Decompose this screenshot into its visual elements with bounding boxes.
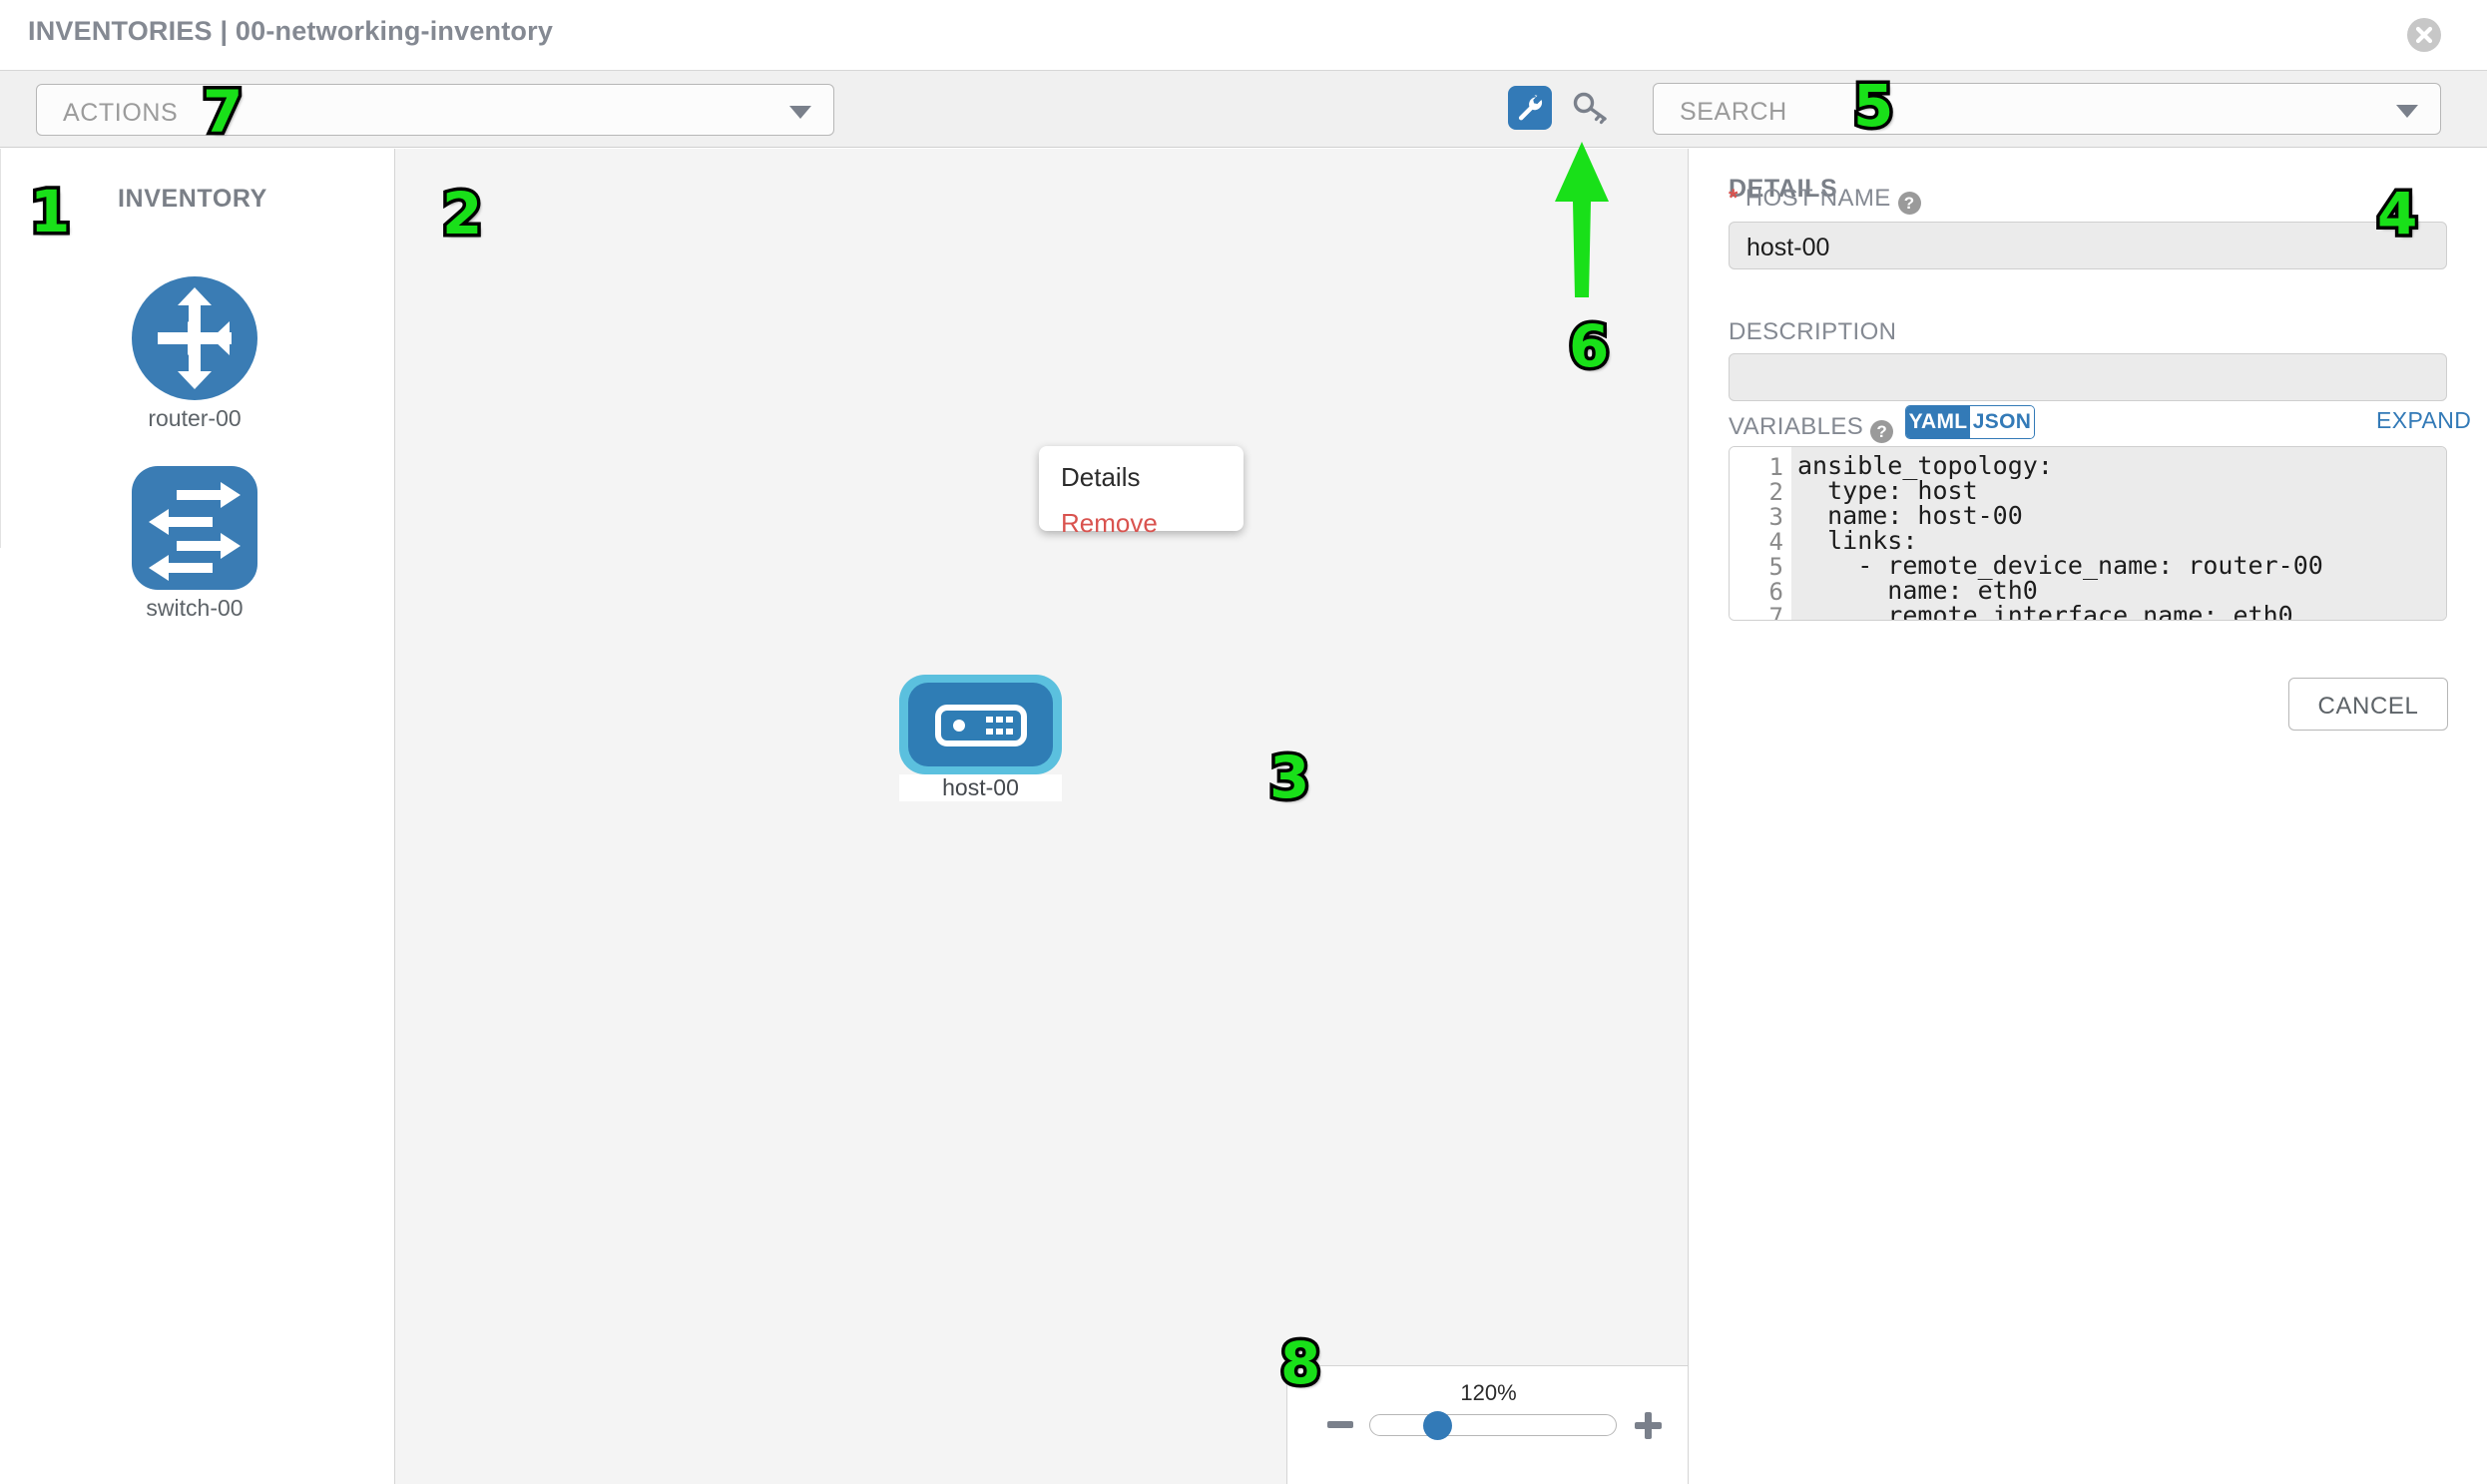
zoom-control[interactable]: 120% [1286, 1365, 1688, 1484]
search-input[interactable]: SEARCH [1653, 83, 2441, 135]
title-bar: INVENTORIES | 00-networking-inventory [0, 0, 2487, 70]
variables-label-text: VARIABLES [1729, 413, 1864, 440]
line-number: 2 [1768, 478, 1783, 506]
switch-icon [132, 466, 257, 590]
cancel-button[interactable]: CANCEL [2288, 678, 2448, 731]
code-line: name: host-00 [1797, 501, 2023, 530]
zoom-slider-track[interactable] [1369, 1414, 1617, 1436]
node-context-menu[interactable]: Details Remove [1039, 446, 1244, 538]
line-number: 4 [1768, 528, 1783, 556]
code-line: type: host [1797, 476, 1978, 505]
chevron-down-icon[interactable] [2396, 105, 2418, 118]
wrench-icon[interactable] [1508, 86, 1552, 130]
search-placeholder: SEARCH [1680, 98, 1787, 126]
question-mark-icon[interactable]: ? [1897, 192, 1921, 215]
key-icon[interactable] [1569, 88, 1611, 128]
line-number: 5 [1768, 553, 1783, 581]
context-menu-item-remove[interactable]: Remove [1061, 508, 1158, 538]
code-line: remote_interface_name: eth0 [1797, 601, 2293, 621]
close-glyph [2415, 26, 2433, 44]
required-marker: * [1729, 185, 1739, 212]
topology-node-host[interactable]: host-00 [899, 675, 1062, 801]
page-title: INVENTORIES | 00-networking-inventory [28, 16, 554, 46]
question-mark-icon[interactable]: ? [1870, 420, 1894, 443]
tab-yaml[interactable]: YAML [1906, 406, 1970, 438]
inventory-item-switch[interactable]: switch-00 [65, 463, 324, 621]
zoom-slider-thumb[interactable] [1423, 1411, 1452, 1440]
code-text-area[interactable]: ansible_topology: type: host name: host-… [1791, 447, 2446, 620]
tab-json[interactable]: JSON [1970, 406, 2034, 438]
variables-label: VARIABLES? [1729, 413, 1894, 443]
router-icon [132, 276, 257, 400]
line-number: 6 [1768, 578, 1783, 606]
inventory-item-label: switch-00 [146, 595, 244, 621]
close-icon[interactable] [2407, 18, 2441, 52]
inventory-sidebar: INVENTORY router-00 [0, 149, 395, 1484]
host-name-value: host-00 [1746, 234, 1830, 261]
line-number: 3 [1768, 503, 1783, 531]
inventory-item-label: router-00 [148, 405, 242, 431]
actions-dropdown[interactable]: ACTIONS [36, 84, 834, 136]
topology-canvas[interactable]: host-00 Details Remove 120% [395, 149, 1689, 1484]
zoom-percent-label: 120% [1460, 1380, 1517, 1405]
chevron-down-icon [789, 106, 811, 119]
inventory-heading: INVENTORY [118, 185, 267, 213]
cancel-button-label: CANCEL [2317, 693, 2419, 720]
inventory-item-router[interactable]: router-00 [65, 273, 324, 431]
code-line: - remote_device_name: router-00 [1797, 551, 2323, 580]
line-number: 7 [1768, 603, 1783, 621]
host-name-label-text: HOST NAME [1744, 185, 1891, 212]
expand-link[interactable]: EXPAND [2376, 407, 2472, 433]
variables-format-toggle[interactable]: YAML JSON [1905, 405, 2035, 439]
actions-dropdown-label: ACTIONS [63, 99, 179, 127]
minus-icon[interactable] [1327, 1421, 1353, 1428]
description-label: DESCRIPTION [1729, 318, 1897, 345]
code-line: links: [1797, 526, 1918, 555]
details-heading: DETAILS [1729, 175, 1838, 203]
host-name-field[interactable]: host-00 [1729, 222, 2447, 269]
variables-code-editor[interactable]: 1 2 3 4 5 6 7 ansible_topology: type: ho… [1729, 446, 2447, 621]
details-panel: DETAILS * HOST NAME? host-00 DESCRIPTION… [1690, 149, 2487, 1484]
plus-vertical-bar [1645, 1412, 1652, 1439]
code-line: name: eth0 [1797, 576, 2038, 605]
line-number: 1 [1768, 453, 1783, 481]
node-body[interactable] [908, 683, 1053, 766]
code-gutter: 1 2 3 4 5 6 7 [1730, 447, 1791, 620]
host-name-label: * HOST NAME? [1729, 185, 1921, 215]
key-glyph [1573, 92, 1607, 125]
node-label: host-00 [899, 774, 1062, 801]
code-line: ansible_topology: [1797, 451, 2053, 480]
context-menu-item-details[interactable]: Details [1061, 462, 1141, 492]
description-field[interactable] [1729, 353, 2447, 401]
wrench-glyph [1518, 95, 1543, 121]
server-icon [935, 705, 1027, 746]
